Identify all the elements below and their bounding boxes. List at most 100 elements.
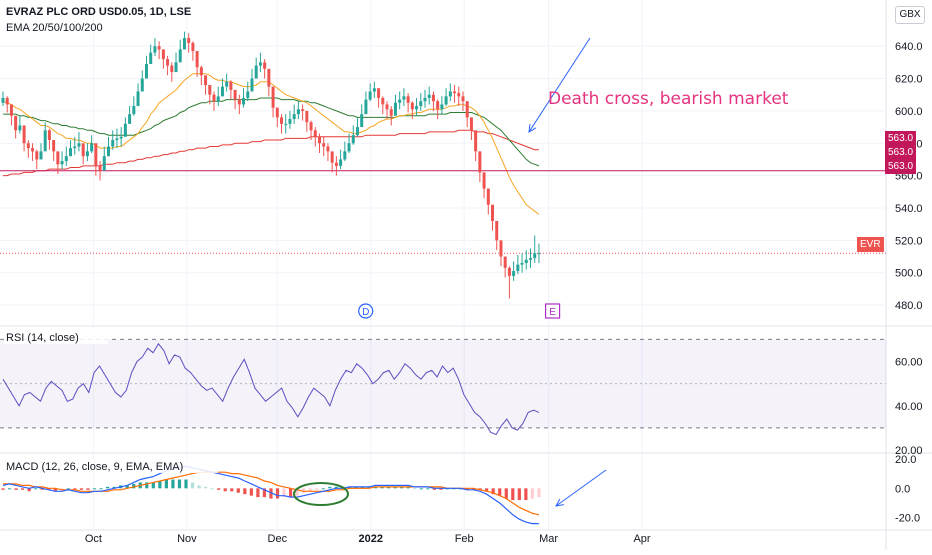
candle-body xyxy=(427,94,431,98)
candle xyxy=(81,143,85,165)
macd-histogram-bar xyxy=(334,486,338,489)
candle xyxy=(18,115,22,134)
candle xyxy=(330,151,334,173)
candle-body xyxy=(174,62,178,73)
macd-histogram-bar xyxy=(151,482,155,489)
candle xyxy=(495,220,499,251)
candle xyxy=(237,94,241,115)
macd-histogram-bar xyxy=(282,488,286,498)
candle xyxy=(191,41,195,61)
candle xyxy=(520,253,524,273)
macd-histogram-bar xyxy=(236,488,240,493)
candle-body xyxy=(486,188,490,205)
candle-body xyxy=(491,204,495,221)
candle xyxy=(537,243,541,263)
candle xyxy=(64,146,68,166)
x-tick-label: Dec xyxy=(268,533,288,545)
macd-histogram-bar xyxy=(243,488,247,495)
macd-legend-bg xyxy=(4,459,218,473)
candle-body xyxy=(381,97,385,105)
candle-body xyxy=(263,62,267,69)
candle xyxy=(174,52,178,73)
macd-histogram-bar xyxy=(406,486,410,489)
candle-body xyxy=(153,46,157,53)
macd-histogram-bar xyxy=(537,488,541,498)
candle xyxy=(431,91,435,111)
macd-histogram-bar xyxy=(158,480,162,489)
event-marker-label: D xyxy=(362,307,369,318)
ema50-line xyxy=(3,97,540,167)
candle xyxy=(275,107,279,128)
candle xyxy=(478,151,482,183)
macd-arrow xyxy=(555,469,607,507)
candle xyxy=(512,261,516,281)
candle-body xyxy=(73,146,77,149)
candle-body xyxy=(385,104,389,110)
macd-histogram-bar xyxy=(530,488,535,499)
death-cross-annotation: Death cross, bearish market xyxy=(548,89,789,109)
candle xyxy=(43,122,47,152)
macd-histogram-bar xyxy=(132,483,136,489)
rsi-band xyxy=(0,339,886,428)
macd-crossover-circle xyxy=(293,482,349,506)
candle xyxy=(35,149,39,170)
candle-body xyxy=(149,52,153,64)
candle xyxy=(22,125,26,152)
candle-body xyxy=(204,75,208,86)
macd-histogram-bar xyxy=(328,486,332,489)
macd-legend: MACD (12, 26, close, 9, EMA, EMA) xyxy=(6,461,183,473)
candle-body xyxy=(77,143,81,147)
macd-tick-label: 20.0 xyxy=(895,454,916,466)
candle-body xyxy=(1,97,5,103)
macd-tick-label: 0.0 xyxy=(895,483,910,495)
candle xyxy=(347,133,351,153)
candle-body xyxy=(398,99,402,103)
candle-body xyxy=(478,151,482,173)
candle-body xyxy=(368,91,372,100)
currency-button[interactable]: GBX xyxy=(895,6,925,24)
macd-histogram-bar xyxy=(269,488,273,499)
candle-body xyxy=(524,259,528,263)
candle xyxy=(284,114,288,134)
macd-histogram-bar xyxy=(471,488,476,490)
macd-histogram-bar xyxy=(524,488,528,501)
candle-body xyxy=(166,59,170,66)
candle xyxy=(157,41,161,60)
macd-histogram-bar xyxy=(105,486,110,489)
candle-body xyxy=(136,91,140,107)
candle xyxy=(60,151,64,170)
macd-histogram-bar xyxy=(249,488,253,496)
candle xyxy=(507,266,511,299)
candle xyxy=(258,52,262,73)
candle xyxy=(212,91,216,111)
candle-body xyxy=(35,151,39,160)
macd-histogram-bar xyxy=(7,488,12,490)
candle-body xyxy=(372,88,376,92)
candle xyxy=(128,106,132,124)
candle xyxy=(389,106,393,126)
macd-histogram-bar xyxy=(230,488,234,492)
candle-body xyxy=(271,86,275,108)
candle xyxy=(516,254,520,275)
candle-body xyxy=(119,136,123,139)
candle-body xyxy=(419,101,423,107)
candle-body xyxy=(461,96,465,102)
candle xyxy=(170,62,174,82)
candle-body xyxy=(9,104,13,116)
macd-histogram-bar xyxy=(204,486,208,489)
candle-body xyxy=(229,81,233,90)
macd-histogram-bar xyxy=(177,479,182,489)
candle xyxy=(486,188,490,215)
candle-body xyxy=(402,96,406,100)
candle xyxy=(377,88,381,108)
candle xyxy=(69,140,73,157)
macd-tick-label: -20.0 xyxy=(895,513,920,525)
candle xyxy=(9,104,13,126)
candle xyxy=(419,93,423,111)
candle-body xyxy=(330,151,334,163)
candle xyxy=(355,117,359,137)
macd-histogram-bar xyxy=(145,482,149,489)
macd-histogram-bar xyxy=(14,488,18,490)
price-tick-label: 520.0 xyxy=(895,235,923,247)
